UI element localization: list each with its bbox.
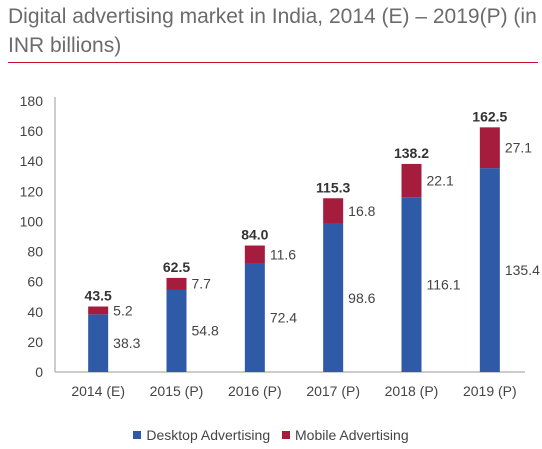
data-label-total: 162.5 [472, 108, 507, 124]
bar-desktop [88, 314, 109, 372]
data-label-desktop: 38.3 [113, 335, 140, 351]
data-label-desktop: 72.4 [270, 309, 297, 325]
y-tick-label: 120 [20, 183, 44, 199]
x-tick-label: 2018 (P) [385, 383, 439, 399]
stacked-bar-chart: 0 20 40 60 80 100 120 140 160 180 2014 (E) 38.3 5.24… [20, 93, 540, 399]
data-label-total: 43.5 [85, 288, 112, 304]
legend-label-desktop: Desktop Advertising [146, 427, 271, 443]
data-label-total: 115.3 [316, 179, 350, 195]
data-label-desktop: 98.6 [348, 290, 375, 306]
x-tick-label: 2017 (P) [306, 383, 360, 399]
title-divider [8, 62, 538, 63]
bar-mobile [166, 277, 187, 290]
data-label-mobile: 5.2 [113, 302, 133, 318]
x-tick-label: 2016 (P) [228, 383, 282, 399]
x-tick-label: 2019 (P) [463, 383, 517, 399]
bar-desktop [244, 262, 265, 372]
legend: Desktop Advertising Mobile Advertising [0, 427, 542, 443]
data-label-mobile: 7.7 [192, 276, 212, 292]
data-label-mobile: 16.8 [348, 203, 375, 219]
y-tick-label: 180 [20, 93, 44, 109]
data-label-total: 138.2 [394, 145, 429, 161]
chart-title: Digital advertising market in India, 201… [8, 5, 537, 57]
y-tick-label: 0 [35, 364, 43, 380]
y-tick-label: 60 [27, 274, 43, 290]
y-tick-label: 80 [27, 244, 43, 260]
bar-desktop [323, 223, 344, 372]
bar-mobile [244, 245, 265, 263]
bar-desktop [401, 197, 422, 372]
bar-mobile [401, 163, 422, 198]
data-label-mobile: 27.1 [505, 140, 532, 156]
bar-mobile [479, 127, 500, 169]
data-label-mobile: 11.6 [270, 246, 296, 262]
legend-item-desktop: Desktop Advertising [133, 427, 270, 443]
x-tick-label: 2014 (E) [71, 383, 125, 399]
legend-label-mobile: Mobile Advertising [295, 427, 409, 443]
data-label-mobile: 22.1 [427, 173, 454, 189]
y-tick-label: 100 [20, 213, 44, 229]
legend-swatch-mobile [282, 431, 290, 440]
data-label-desktop: 135.4 [505, 262, 540, 278]
data-label-desktop: 116.1 [427, 277, 461, 293]
y-tick-label: 40 [27, 304, 43, 320]
bar-desktop [166, 289, 187, 372]
y-tick-label: 160 [20, 123, 44, 139]
data-label-total: 84.0 [241, 227, 268, 243]
legend-item-mobile: Mobile Advertising [282, 427, 409, 443]
bar-mobile [323, 198, 344, 224]
legend-swatch-desktop [133, 431, 142, 440]
data-label-total: 62.5 [163, 259, 190, 275]
bar-mobile [88, 306, 109, 315]
x-tick-label: 2015 (P) [150, 383, 204, 399]
y-tick-label: 140 [20, 153, 44, 169]
bar-desktop [479, 168, 500, 372]
y-tick-label: 20 [27, 334, 43, 350]
data-label-desktop: 54.8 [192, 323, 219, 339]
